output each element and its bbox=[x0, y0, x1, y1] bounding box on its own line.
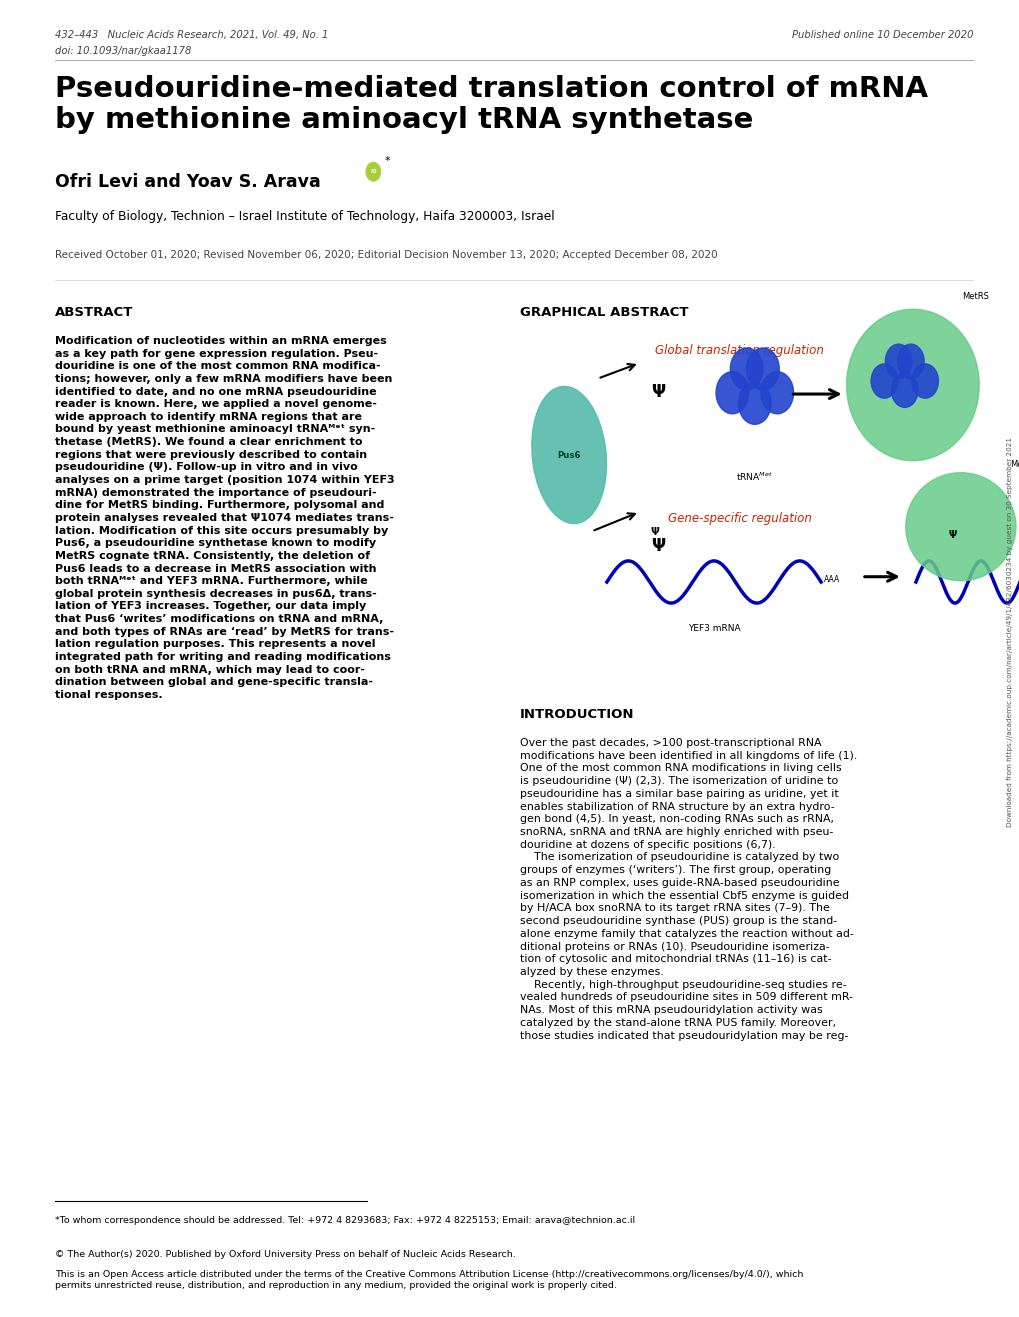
Circle shape bbox=[897, 344, 923, 378]
Text: Global translation regulation: Global translation regulation bbox=[654, 344, 823, 357]
Text: Modification of nucleotides within an mRNA emerges
as a key path for gene expres: Modification of nucleotides within an mR… bbox=[55, 336, 394, 699]
Circle shape bbox=[746, 348, 779, 390]
Circle shape bbox=[730, 348, 762, 390]
Text: Pseudouridine-mediated translation control of mRNA
by methionine aminoacyl tRNA : Pseudouridine-mediated translation contr… bbox=[55, 75, 927, 134]
Text: tRNA$^{Met}$: tRNA$^{Met}$ bbox=[736, 470, 772, 483]
Ellipse shape bbox=[905, 473, 1015, 581]
Circle shape bbox=[366, 162, 380, 180]
Text: Pus6: Pus6 bbox=[556, 450, 581, 460]
Text: 432–443   Nucleic Acids Research, 2021, Vol. 49, No. 1: 432–443 Nucleic Acids Research, 2021, Vo… bbox=[55, 30, 328, 40]
Text: doi: 10.1093/nar/gkaa1178: doi: 10.1093/nar/gkaa1178 bbox=[55, 46, 192, 57]
Ellipse shape bbox=[531, 386, 606, 524]
Ellipse shape bbox=[846, 309, 978, 461]
Text: © The Author(s) 2020. Published by Oxford University Press on behalf of Nucleic : © The Author(s) 2020. Published by Oxfor… bbox=[55, 1250, 516, 1259]
Text: This is an Open Access article distributed under the terms of the Creative Commo: This is an Open Access article distribut… bbox=[55, 1270, 803, 1291]
Text: Received October 01, 2020; Revised November 06, 2020; Editorial Decision Novembe: Received October 01, 2020; Revised Novem… bbox=[55, 250, 717, 259]
Circle shape bbox=[911, 363, 937, 398]
Circle shape bbox=[760, 371, 793, 414]
Text: *To whom correspondence should be addressed. Tel: +972 4 8293683; Fax: +972 4 82: *To whom correspondence should be addres… bbox=[55, 1216, 635, 1225]
Text: Ofri Levi and Yoav S. Arava: Ofri Levi and Yoav S. Arava bbox=[55, 173, 321, 191]
Text: Over the past decades, >100 post-transcriptional RNA
modifications have been ide: Over the past decades, >100 post-transcr… bbox=[520, 738, 857, 1040]
Text: Faculty of Biology, Technion – Israel Institute of Technology, Haifa 3200003, Is: Faculty of Biology, Technion – Israel In… bbox=[55, 209, 554, 223]
Circle shape bbox=[738, 382, 770, 424]
Text: Ψ: Ψ bbox=[650, 383, 664, 400]
Text: Ψ: Ψ bbox=[650, 537, 664, 556]
Text: Published online 10 December 2020: Published online 10 December 2020 bbox=[791, 30, 972, 40]
Text: MetRS: MetRS bbox=[961, 291, 987, 300]
Circle shape bbox=[884, 344, 911, 378]
Text: Ψ: Ψ bbox=[650, 527, 658, 537]
Text: ABSTRACT: ABSTRACT bbox=[55, 306, 133, 319]
Text: iD: iD bbox=[370, 169, 376, 174]
Text: INTRODUCTION: INTRODUCTION bbox=[520, 709, 634, 720]
Text: Downloaded from https://academic.oup.com/nar/article/49/1/432/6030234 by guest o: Downloaded from https://academic.oup.com… bbox=[1006, 437, 1012, 827]
Text: YEF3 mRNA: YEF3 mRNA bbox=[687, 624, 740, 633]
Text: GRAPHICAL ABSTRACT: GRAPHICAL ABSTRACT bbox=[520, 306, 688, 319]
Circle shape bbox=[870, 363, 897, 398]
Text: AAA: AAA bbox=[823, 574, 840, 583]
Text: Ψ: Ψ bbox=[948, 529, 956, 540]
Text: *: * bbox=[384, 157, 390, 166]
Text: Gene-specific regulation: Gene-specific regulation bbox=[666, 512, 811, 525]
Circle shape bbox=[715, 371, 748, 414]
Text: MetRS: MetRS bbox=[1009, 460, 1019, 469]
Circle shape bbox=[891, 373, 917, 407]
